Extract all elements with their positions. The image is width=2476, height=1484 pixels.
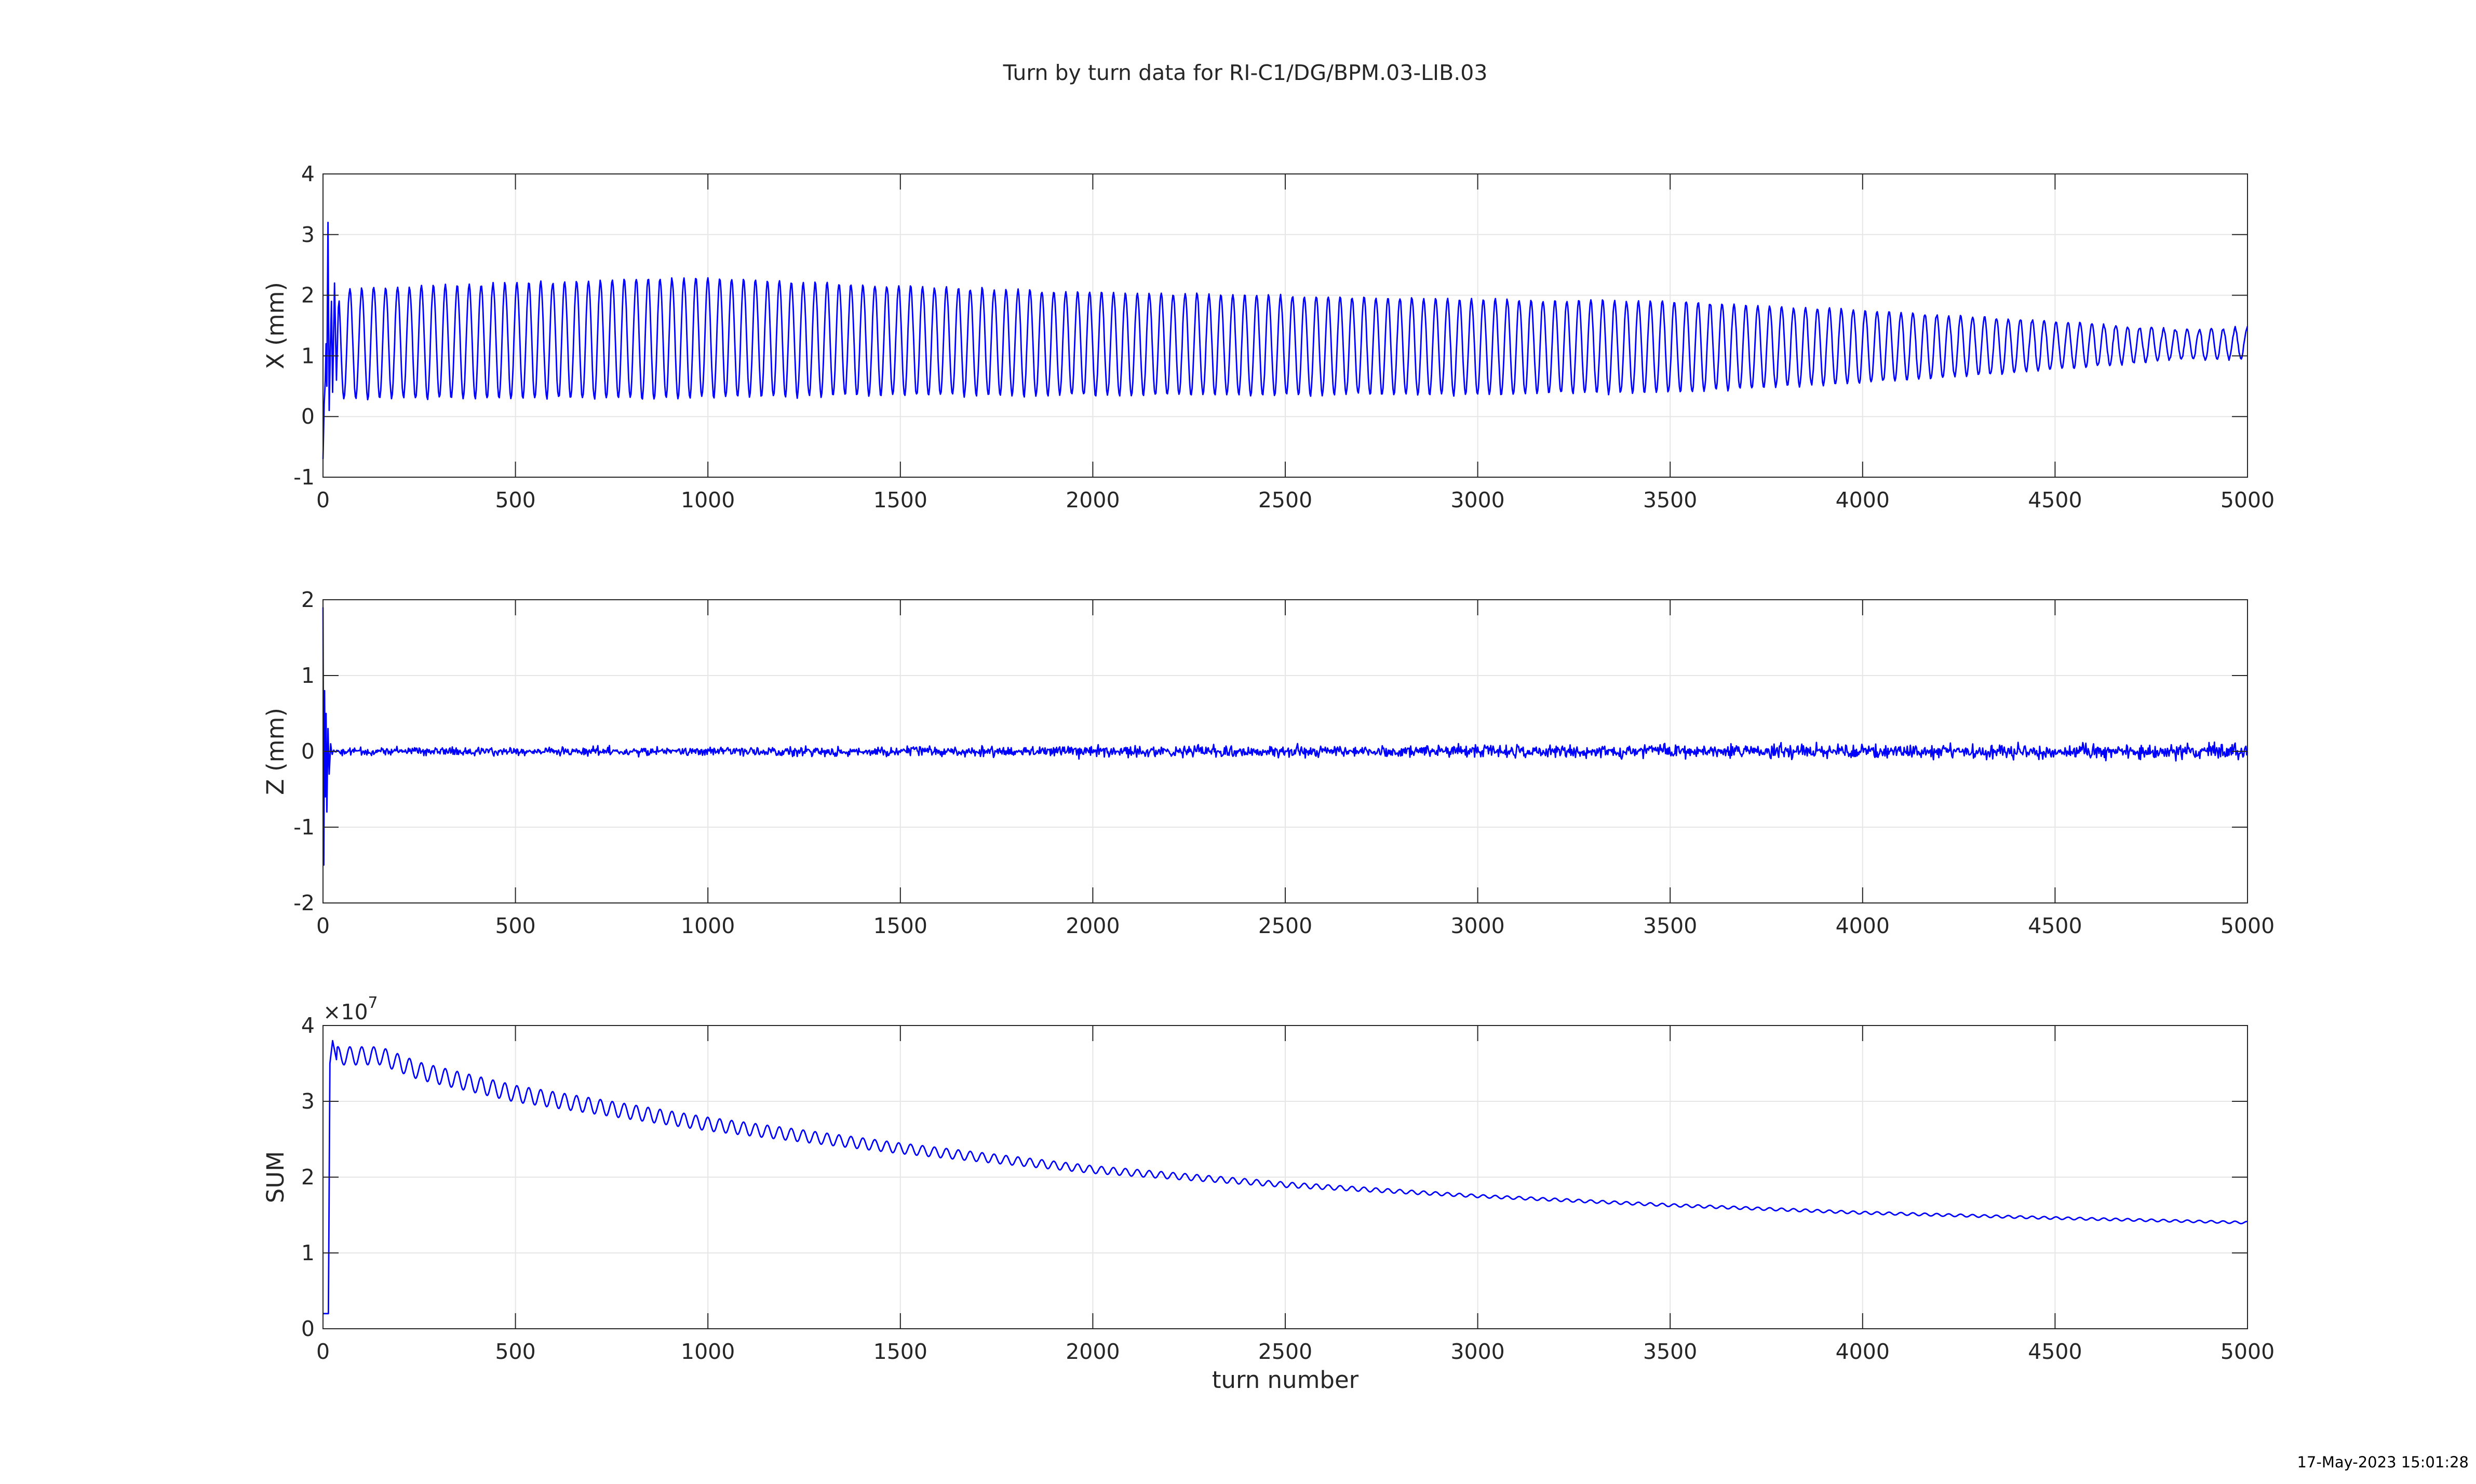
x-tick-label: 2000 xyxy=(1066,488,1120,512)
axes-container: 0 500 1000 1500 2000 2500 3000 3500 4000 4500 5000… xyxy=(262,161,2275,1394)
x-tick-label: 1500 xyxy=(873,913,927,938)
series-line-1 xyxy=(322,607,2249,866)
y-tick-label: 0 xyxy=(301,1316,315,1341)
x-tick-label: 3500 xyxy=(1643,913,1697,938)
timestamp: 17-May-2023 15:01:28 xyxy=(2297,1453,2469,1471)
y-tick-label: 3 xyxy=(301,1089,315,1114)
x-tick-label: 5000 xyxy=(2221,913,2275,938)
x-tick-label: 3000 xyxy=(1450,1339,1504,1364)
y-tick-label: -1 xyxy=(293,465,315,490)
y-tick-label: 1 xyxy=(301,1240,315,1265)
x-tick-label: 4000 xyxy=(1836,1339,1890,1364)
axes-2: 0 500 1000 1500 2000 2500 3000 3500 4000 4500 5000… xyxy=(262,587,2275,938)
x-tick-label: 500 xyxy=(495,1339,535,1364)
x-tick-label: 5000 xyxy=(2221,488,2275,512)
figure-title: Turn by turn data for RI-C1/DG/BPM.03-LI… xyxy=(1003,60,1488,85)
x-tick-label: 2500 xyxy=(1258,488,1312,512)
x-tick-label: 4500 xyxy=(2028,913,2082,938)
y-axis-label: Z (mm) xyxy=(262,708,289,795)
x-tick-label: 4500 xyxy=(2028,1339,2082,1364)
x-tick-label: 1000 xyxy=(681,1339,735,1364)
y-tick-label: 0 xyxy=(301,404,315,429)
x-tick-label: 3500 xyxy=(1643,1339,1697,1364)
x-tick-label: 2000 xyxy=(1066,913,1120,938)
x-tick-label: 500 xyxy=(495,913,535,938)
x-tick-label: 3000 xyxy=(1450,488,1504,512)
x-tick-label: 2000 xyxy=(1066,1339,1120,1364)
x-tick-label: 3000 xyxy=(1450,913,1504,938)
y-tick-label: 4 xyxy=(301,161,315,186)
x-tick-label: 1500 xyxy=(873,488,927,512)
y-multiplier-exponent: 7 xyxy=(368,994,378,1012)
axes-3: 0 500 1000 1500 2000 2500 3000 3500 4000 4500 5000… xyxy=(262,994,2275,1394)
x-tick-label: 0 xyxy=(316,1339,330,1364)
y-axis-label: X (mm) xyxy=(262,282,289,369)
x-tick-label: 0 xyxy=(316,913,330,938)
x-tick-label: 5000 xyxy=(2221,1339,2275,1364)
x-tick-label: 0 xyxy=(316,488,330,512)
series-line-1 xyxy=(322,222,2249,460)
x-tick-label: 1000 xyxy=(681,488,735,512)
x-tick-label: 3500 xyxy=(1643,488,1697,512)
y-tick-label: 4 xyxy=(301,1013,315,1038)
x-tick-label: 1500 xyxy=(873,1339,927,1364)
x-tick-label: 4000 xyxy=(1836,913,1890,938)
y-tick-label: 1 xyxy=(301,663,315,688)
y-tick-label: -2 xyxy=(293,891,315,915)
y-tick-label: 3 xyxy=(301,222,315,247)
axes-1: 0 500 1000 1500 2000 2500 3000 3500 4000 4500 5000… xyxy=(262,161,2275,512)
x-tick-label: 500 xyxy=(495,488,535,512)
series-line-1 xyxy=(323,1040,2248,1315)
y-axis-label: SUM xyxy=(262,1151,289,1203)
y-tick-label: -1 xyxy=(293,815,315,840)
y-tick-label: 1 xyxy=(301,343,315,368)
x-tick-label: 2500 xyxy=(1258,1339,1312,1364)
y-tick-label: 0 xyxy=(301,739,315,764)
y-tick-label: 2 xyxy=(301,283,315,308)
y-tick-label: 2 xyxy=(301,587,315,612)
x-tick-label: 4500 xyxy=(2028,488,2082,512)
x-axis-label: turn number xyxy=(1212,1366,1359,1394)
x-tick-label: 1000 xyxy=(681,913,735,938)
y-tick-label: 2 xyxy=(301,1165,315,1190)
x-tick-label: 2500 xyxy=(1258,913,1312,938)
x-tick-label: 4000 xyxy=(1836,488,1890,512)
